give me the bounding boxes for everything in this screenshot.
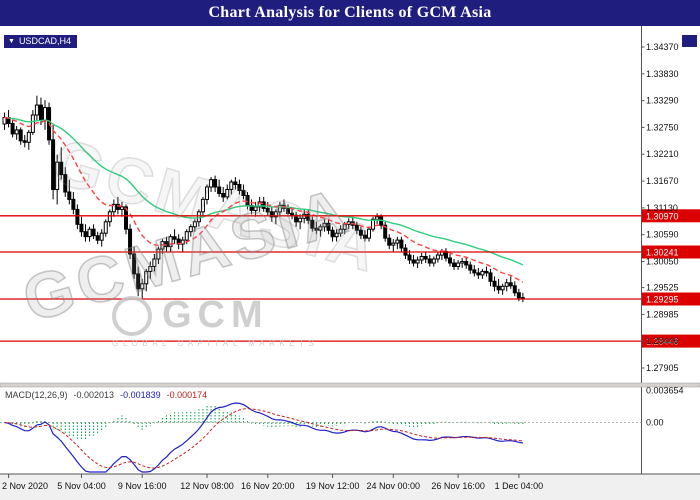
svg-text:1.33290: 1.33290	[646, 96, 679, 106]
ma-slow-green-line	[4, 116, 524, 266]
svg-text:2 Nov 2020: 2 Nov 2020	[2, 481, 48, 491]
candles-layer	[2, 95, 525, 303]
svg-text:1.28446: 1.28446	[646, 337, 679, 347]
chart-window: 1.30970 1.30241 1.29295 1.28446 1.34370 1.338…	[0, 26, 700, 500]
time-axis[interactable]: 2 Nov 2020 5 Nov 04:00 9 Nov 16:00 12 Nov 0…	[0, 473, 700, 500]
symbol-timeframe-label: USDCAD,H4	[18, 36, 71, 46]
svg-text:1 Dec 04:00: 1 Dec 04:00	[495, 481, 544, 491]
svg-text:1.30590: 1.30590	[646, 230, 679, 240]
svg-text:1.30241: 1.30241	[646, 248, 679, 258]
svg-text:16 Nov 20:00: 16 Nov 20:00	[241, 481, 295, 491]
svg-text:1.33830: 1.33830	[646, 69, 679, 79]
svg-text:19 Nov 12:00: 19 Nov 12:00	[306, 481, 360, 491]
svg-text:1.31130: 1.31130	[646, 203, 678, 213]
svg-text:5 Nov 04:00: 5 Nov 04:00	[57, 481, 106, 491]
svg-text:0.00: 0.00	[646, 418, 664, 428]
price-axis[interactable]: 1.34370 1.33830 1.33290 1.32750 1.32210 1.316…	[641, 26, 679, 474]
svg-text:1.30050: 1.30050	[646, 257, 679, 267]
svg-text:1.28446: 1.28446	[646, 336, 679, 346]
svg-text:1.34370: 1.34370	[646, 42, 679, 52]
support-resistance-lines[interactable]: 1.30970 1.30241 1.29295 1.28446	[0, 209, 700, 348]
macd-indicator-label: MACD(12,26,9) -0.002013 -0.001839 -0.000174	[5, 390, 207, 400]
symbol-timeframe-button[interactable]: ▼ USDCAD,H4	[4, 35, 77, 48]
svg-text:0.003654: 0.003654	[646, 386, 684, 396]
svg-text:1.32750: 1.32750	[646, 122, 679, 132]
svg-text:12 Nov 08:00: 12 Nov 08:00	[180, 481, 234, 491]
panel-splitter[interactable]	[0, 382, 700, 388]
chart-corner-button[interactable]	[682, 35, 697, 47]
svg-text:1.31670: 1.31670	[646, 176, 679, 186]
chart-svg[interactable]: 1.30970 1.30241 1.29295 1.28446 1.34370 1.338…	[0, 26, 700, 500]
macd-signal-line	[4, 408, 523, 469]
macd-panel: MACD(12,26,9) -0.002013 -0.001839 -0.000174…	[0, 386, 684, 473]
ma-fast-red-line	[4, 116, 524, 283]
svg-text:1.27905: 1.27905	[646, 363, 679, 373]
chevron-down-icon: ▼	[8, 37, 15, 45]
macd-line	[4, 402, 524, 473]
svg-text:9 Nov 16:00: 9 Nov 16:00	[118, 481, 167, 491]
title-banner: Chart Analysis for Clients of GCM Asia	[0, 0, 700, 26]
svg-text:1.30970: 1.30970	[646, 211, 679, 221]
svg-text:1.32210: 1.32210	[646, 149, 679, 159]
banner-title: Chart Analysis for Clients of GCM Asia	[208, 4, 492, 21]
svg-text:24 Nov 00:00: 24 Nov 00:00	[367, 481, 421, 491]
svg-text:26 Nov 16:00: 26 Nov 16:00	[431, 481, 485, 491]
svg-text:1.28985: 1.28985	[646, 309, 679, 319]
svg-text:1.29295: 1.29295	[646, 295, 679, 305]
svg-text:1.29525: 1.29525	[646, 283, 679, 293]
